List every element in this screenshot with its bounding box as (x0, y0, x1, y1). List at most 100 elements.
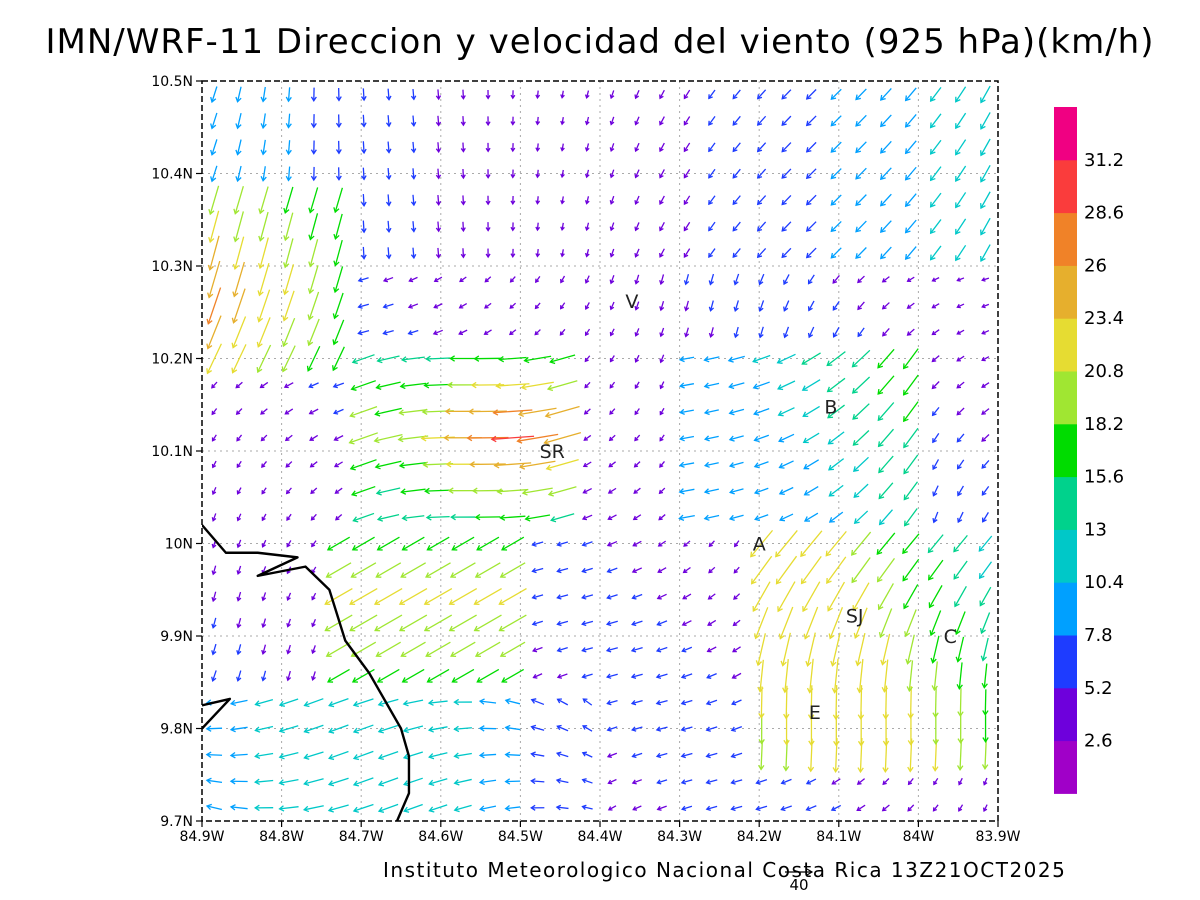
wind-vector (680, 779, 693, 785)
wind-vector (401, 668, 425, 683)
y-tick-label: 9.7N (160, 814, 193, 830)
wind-vector (609, 143, 615, 153)
wind-vector (776, 353, 796, 364)
wind-vector (423, 587, 453, 606)
wind-vector (309, 461, 318, 468)
wind-vector (485, 169, 491, 179)
wind-vector (851, 376, 871, 394)
wind-vector (708, 540, 715, 548)
wind-vector (328, 698, 349, 708)
wind-vector (333, 187, 344, 214)
wind-vector (778, 460, 794, 469)
wind-vector (882, 685, 890, 720)
wind-vector (957, 511, 964, 524)
wind-vector (955, 218, 967, 235)
wind-vector (705, 752, 718, 759)
wind-vector (407, 329, 419, 336)
wind-vector (632, 805, 642, 811)
wind-vector (303, 751, 324, 760)
wind-vector (933, 777, 939, 786)
wind-vector (757, 659, 764, 693)
wind-vector (608, 461, 616, 468)
wind-vector (348, 432, 378, 445)
wind-vector (877, 583, 894, 611)
wind-vector (879, 193, 892, 207)
wind-vector (428, 804, 448, 813)
wind-vector (478, 751, 497, 759)
wind-vector (535, 222, 541, 232)
wind-vector (545, 459, 579, 471)
wind-vector (877, 375, 895, 395)
wind-vector (374, 407, 402, 417)
wind-vector (435, 89, 442, 101)
wind-vector (560, 143, 565, 152)
wind-vector (474, 562, 501, 578)
wind-vector (435, 142, 442, 154)
wind-vector (631, 752, 643, 759)
wind-vector (877, 402, 895, 422)
colorbar-segment (1054, 371, 1077, 425)
wind-vector (285, 140, 292, 156)
wind-vector (680, 726, 693, 732)
wind-vector (352, 698, 374, 708)
wind-vector (658, 487, 666, 495)
wind-vector (708, 327, 715, 339)
wind-vector (510, 116, 516, 126)
wind-vector (852, 456, 869, 472)
wind-vector (753, 461, 769, 469)
wind-vector (308, 382, 319, 389)
wind-vector (278, 751, 299, 760)
wind-vector (504, 724, 521, 732)
wind-vector (560, 169, 565, 179)
wind-vector (807, 300, 815, 312)
wind-vector (425, 514, 450, 521)
wind-vector (981, 663, 988, 689)
wind-vector (397, 435, 429, 443)
wind-vector (904, 166, 917, 181)
wind-vector (855, 220, 867, 233)
wind-vector (877, 428, 895, 448)
wind-vector (683, 89, 691, 100)
wind-vector (879, 167, 892, 181)
wind-vector (256, 317, 271, 348)
wind-vector (634, 301, 640, 311)
wind-vector (310, 513, 317, 521)
wind-vector (555, 804, 569, 811)
x-tick-label: 83.9W (975, 829, 1020, 845)
wind-vector (708, 116, 716, 126)
wind-vector (708, 300, 715, 312)
wind-vector (410, 168, 417, 180)
wind-vector (980, 85, 991, 104)
wind-vector (929, 610, 942, 637)
wind-vector (258, 186, 269, 215)
wind-vector (680, 673, 693, 679)
colorbar-segment (1054, 687, 1077, 742)
wind-vector (903, 481, 919, 501)
wind-vector (980, 138, 991, 157)
wind-vector (659, 195, 665, 206)
wind-vector (425, 562, 451, 578)
wind-vector (606, 567, 618, 574)
wind-vector (357, 277, 369, 283)
wind-vector (311, 540, 317, 548)
wind-vector (453, 804, 472, 813)
wind-vector (283, 238, 294, 269)
wind-vector (211, 591, 217, 603)
wind-vector (708, 248, 716, 258)
wind-vector (706, 673, 717, 679)
wind-vector (606, 594, 618, 600)
credit-text: Instituto Meteorologico Nacional Costa R… (383, 858, 1067, 882)
wind-vector (879, 140, 892, 154)
wind-vector (254, 698, 274, 707)
x-tick-label: 84.1W (816, 829, 861, 845)
wind-vector (655, 646, 668, 653)
wind-vector (546, 380, 578, 392)
wind-vector (904, 609, 917, 638)
wind-vector (732, 619, 741, 627)
wind-vector (351, 354, 375, 365)
wind-vector (375, 487, 401, 496)
wind-vector (855, 633, 866, 667)
wind-vector (805, 221, 817, 232)
wind-vector (535, 143, 541, 152)
wind-vector (311, 619, 317, 628)
